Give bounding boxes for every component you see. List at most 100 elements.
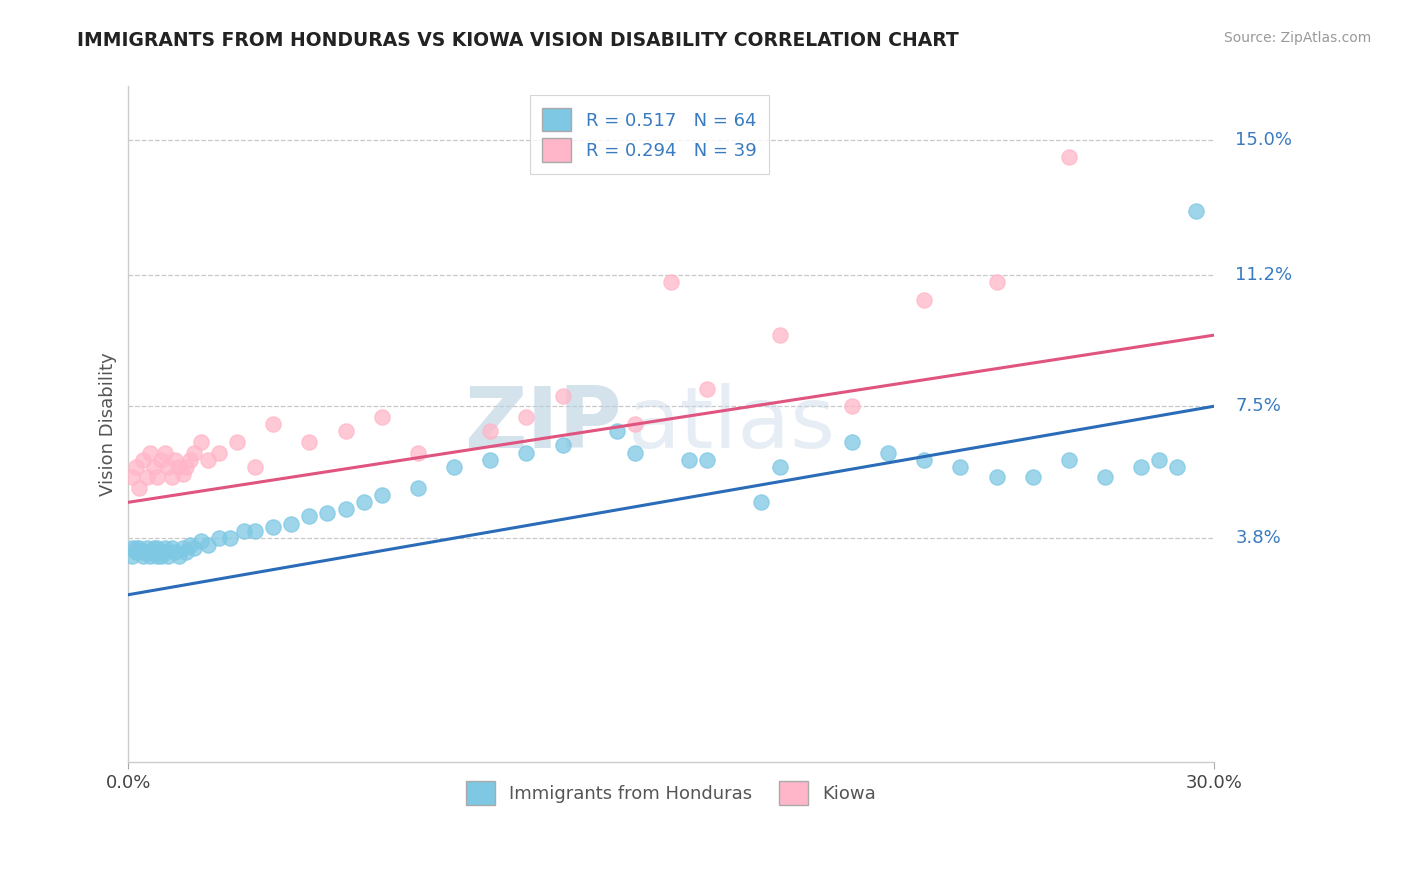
Point (1057, 151, 1080, 165)
Point (135, 541, 157, 556)
Point (142, 545, 165, 559)
Point (515, 409, 537, 424)
Point (678, 452, 700, 467)
Point (280, 516, 302, 531)
Point (128, 545, 150, 559)
Point (135, 545, 157, 559)
Point (624, 445, 647, 459)
Point (1166, 459, 1188, 474)
Point (150, 545, 173, 559)
Point (165, 545, 187, 559)
Point (142, 459, 165, 474)
Point (696, 382, 718, 396)
Point (121, 549, 143, 563)
Point (135, 470, 157, 484)
Point (243, 524, 266, 538)
Point (370, 488, 392, 502)
Point (132, 549, 155, 563)
Point (233, 524, 256, 538)
Point (1184, 203, 1206, 218)
Point (167, 549, 190, 563)
Point (696, 452, 718, 467)
Point (172, 541, 194, 556)
Text: 15.0%: 15.0% (1236, 131, 1292, 149)
Point (167, 459, 190, 474)
Point (176, 545, 198, 559)
Point (479, 424, 502, 438)
Point (132, 545, 155, 559)
Point (949, 459, 972, 474)
Point (515, 445, 537, 459)
Point (157, 459, 180, 474)
Text: 3.8%: 3.8% (1236, 529, 1281, 547)
Point (160, 541, 183, 556)
Point (128, 481, 150, 495)
Point (172, 467, 194, 481)
Text: 7.5%: 7.5% (1236, 397, 1281, 416)
Point (176, 459, 198, 474)
Point (208, 445, 231, 459)
Point (157, 549, 180, 563)
Point (624, 417, 647, 431)
Point (121, 470, 143, 484)
Point (125, 459, 148, 474)
Point (298, 509, 321, 524)
Point (153, 545, 176, 559)
Point (146, 549, 169, 563)
Point (316, 506, 339, 520)
Point (139, 445, 162, 459)
Point (912, 293, 935, 307)
Point (1022, 470, 1045, 484)
Point (208, 531, 231, 545)
Point (197, 538, 219, 552)
Point (751, 495, 773, 509)
Point (406, 445, 429, 459)
Point (179, 452, 201, 467)
Text: 11.2%: 11.2% (1236, 266, 1292, 284)
Point (146, 541, 169, 556)
Point (841, 434, 863, 449)
Point (1149, 452, 1171, 467)
Point (190, 534, 212, 549)
Point (226, 434, 249, 449)
Text: IMMIGRANTS FROM HONDURAS VS KIOWA VISION DISABILITY CORRELATION CHART: IMMIGRANTS FROM HONDURAS VS KIOWA VISION… (77, 31, 959, 50)
Point (125, 541, 148, 556)
Point (768, 459, 790, 474)
Point (262, 417, 284, 431)
Point (218, 531, 240, 545)
Point (1094, 470, 1116, 484)
Point (353, 495, 375, 509)
Point (125, 545, 148, 559)
Point (179, 538, 201, 552)
Point (406, 481, 429, 495)
Point (165, 452, 187, 467)
Point (150, 549, 173, 563)
Point (877, 445, 900, 459)
Point (1130, 459, 1153, 474)
Text: ZIP: ZIP (464, 383, 623, 466)
Point (190, 434, 212, 449)
Point (1057, 452, 1080, 467)
Point (197, 452, 219, 467)
Point (243, 459, 266, 474)
Point (146, 470, 169, 484)
Text: atlas: atlas (627, 383, 835, 466)
Point (121, 541, 143, 556)
Point (986, 275, 1008, 289)
Legend: Immigrants from Honduras, Kiowa: Immigrants from Honduras, Kiowa (457, 772, 886, 814)
Point (160, 470, 183, 484)
Point (128, 541, 150, 556)
Point (986, 470, 1008, 484)
Point (150, 452, 173, 467)
Point (768, 328, 790, 343)
Point (659, 275, 682, 289)
Point (841, 399, 863, 413)
Point (479, 452, 502, 467)
Point (153, 541, 176, 556)
Point (551, 389, 574, 403)
Point (335, 502, 357, 516)
Point (912, 452, 935, 467)
Point (370, 409, 392, 424)
Y-axis label: Vision Disability: Vision Disability (100, 352, 117, 496)
Point (335, 424, 357, 438)
